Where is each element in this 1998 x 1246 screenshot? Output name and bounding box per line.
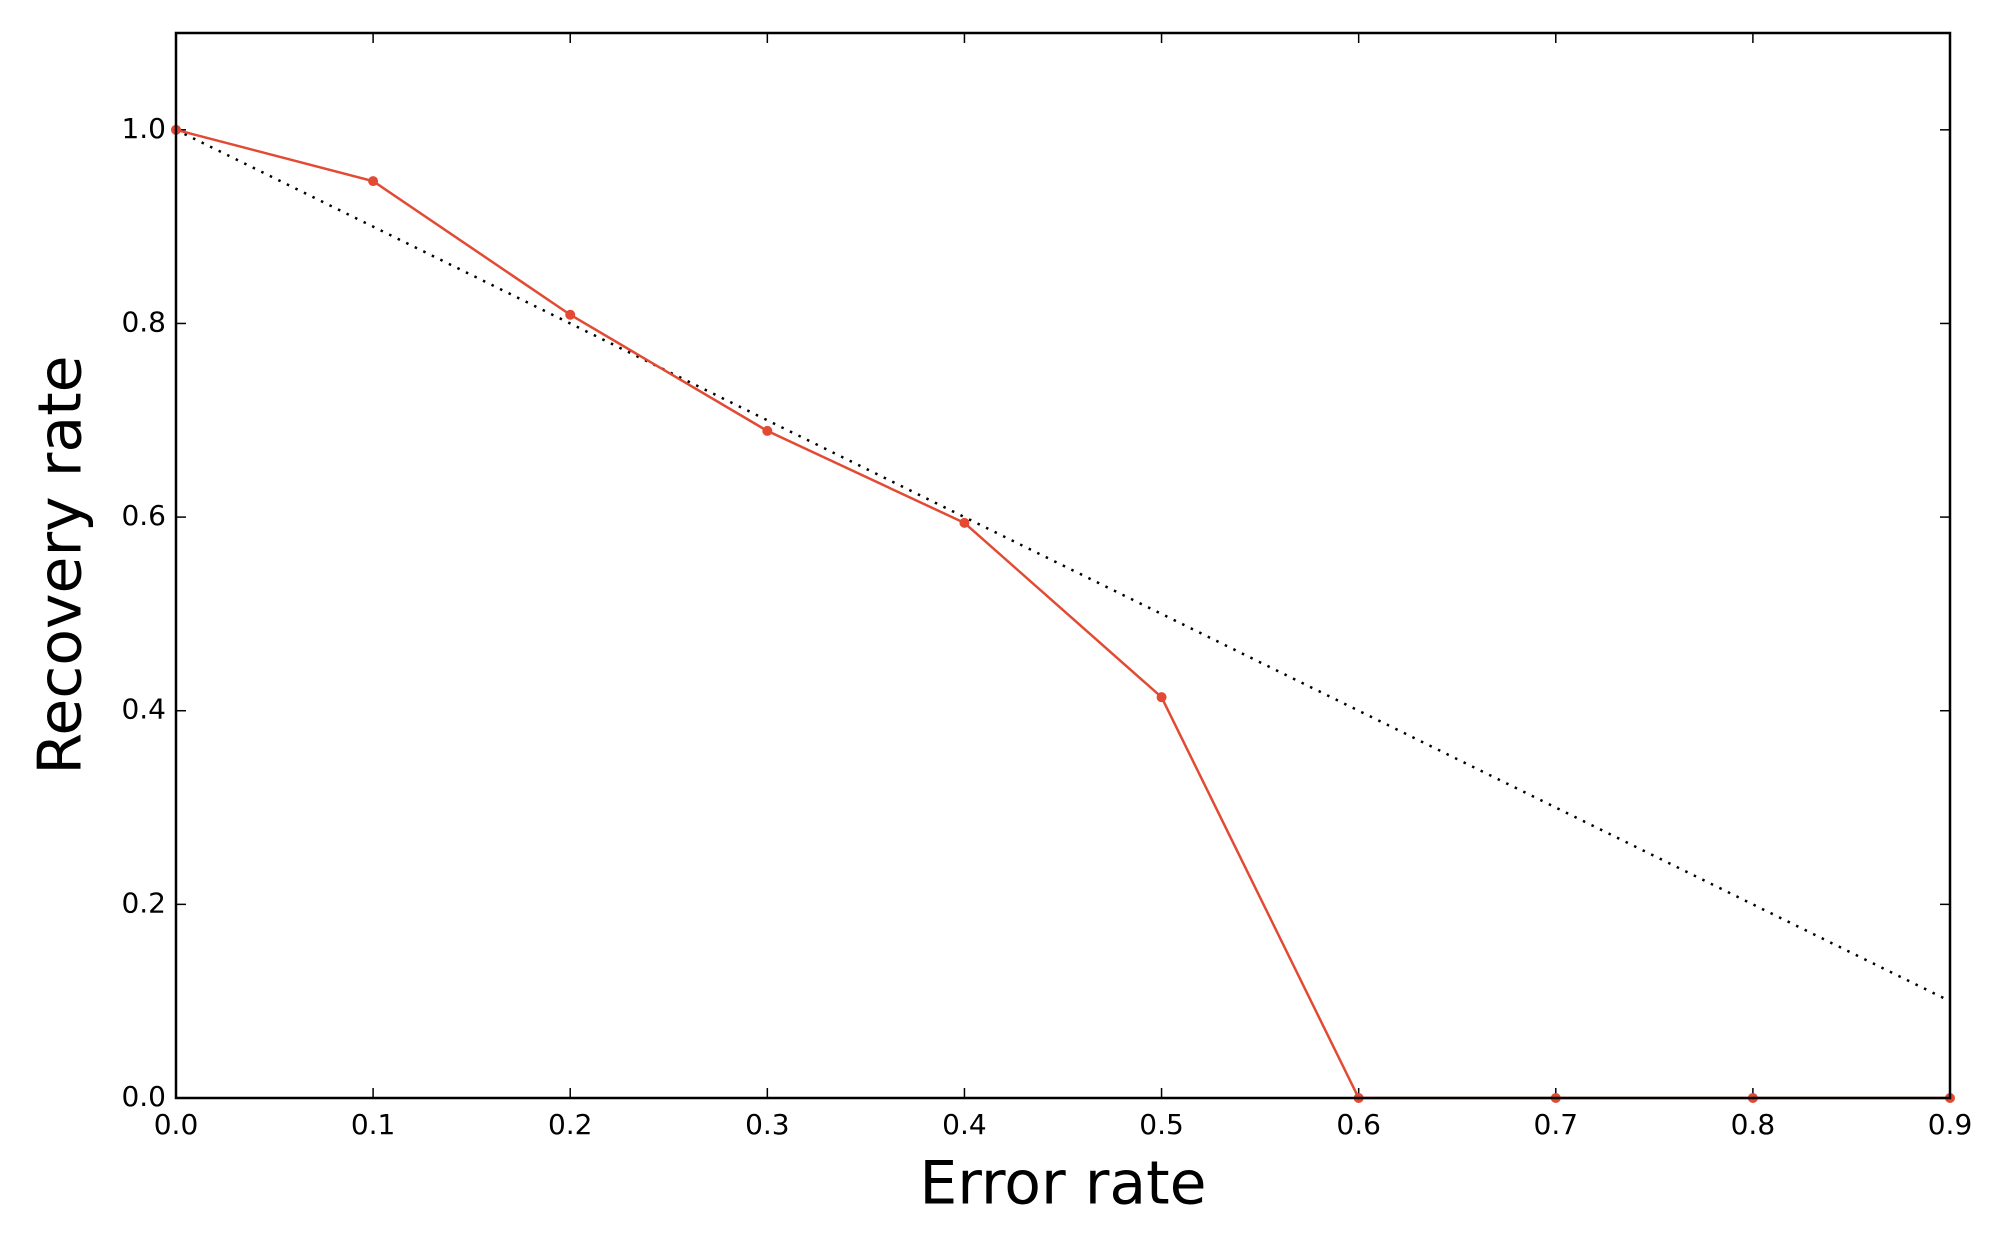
point <box>565 309 576 320</box>
plot-frame <box>174 31 1952 1100</box>
y-axis-label: Recovery rate <box>26 355 96 774</box>
x-tick-label: 0.1 <box>351 1108 396 1141</box>
y-tick-label: 0.8 <box>121 305 166 338</box>
line <box>175 128 1950 1100</box>
x-tick-label: 0.6 <box>1336 1108 1381 1141</box>
y-tick-label: 0.2 <box>121 886 166 919</box>
x-tick-label: 0.8 <box>1731 1108 1776 1141</box>
line <box>175 128 1951 1003</box>
y-tick-label: 0.0 <box>121 1080 166 1113</box>
x-axis-label: Error rate <box>919 1149 1206 1219</box>
point <box>762 425 773 436</box>
x-tick-label: 0.2 <box>548 1108 593 1141</box>
y-tick-label: 1.0 <box>121 112 166 145</box>
x-tick-label: 0.0 <box>154 1108 199 1141</box>
point <box>1156 692 1167 703</box>
y-tick-label: 0.4 <box>121 693 166 726</box>
x-tick-label: 0.5 <box>1139 1108 1184 1141</box>
x-tick-label: 0.4 <box>942 1108 987 1141</box>
x-tick-label: 0.9 <box>1928 1108 1973 1141</box>
x-tick-label: 0.3 <box>745 1108 790 1141</box>
point <box>368 176 379 187</box>
y-tick-label: 0.6 <box>121 499 166 532</box>
x-tick-label: 0.7 <box>1534 1108 1579 1141</box>
point <box>959 517 970 528</box>
